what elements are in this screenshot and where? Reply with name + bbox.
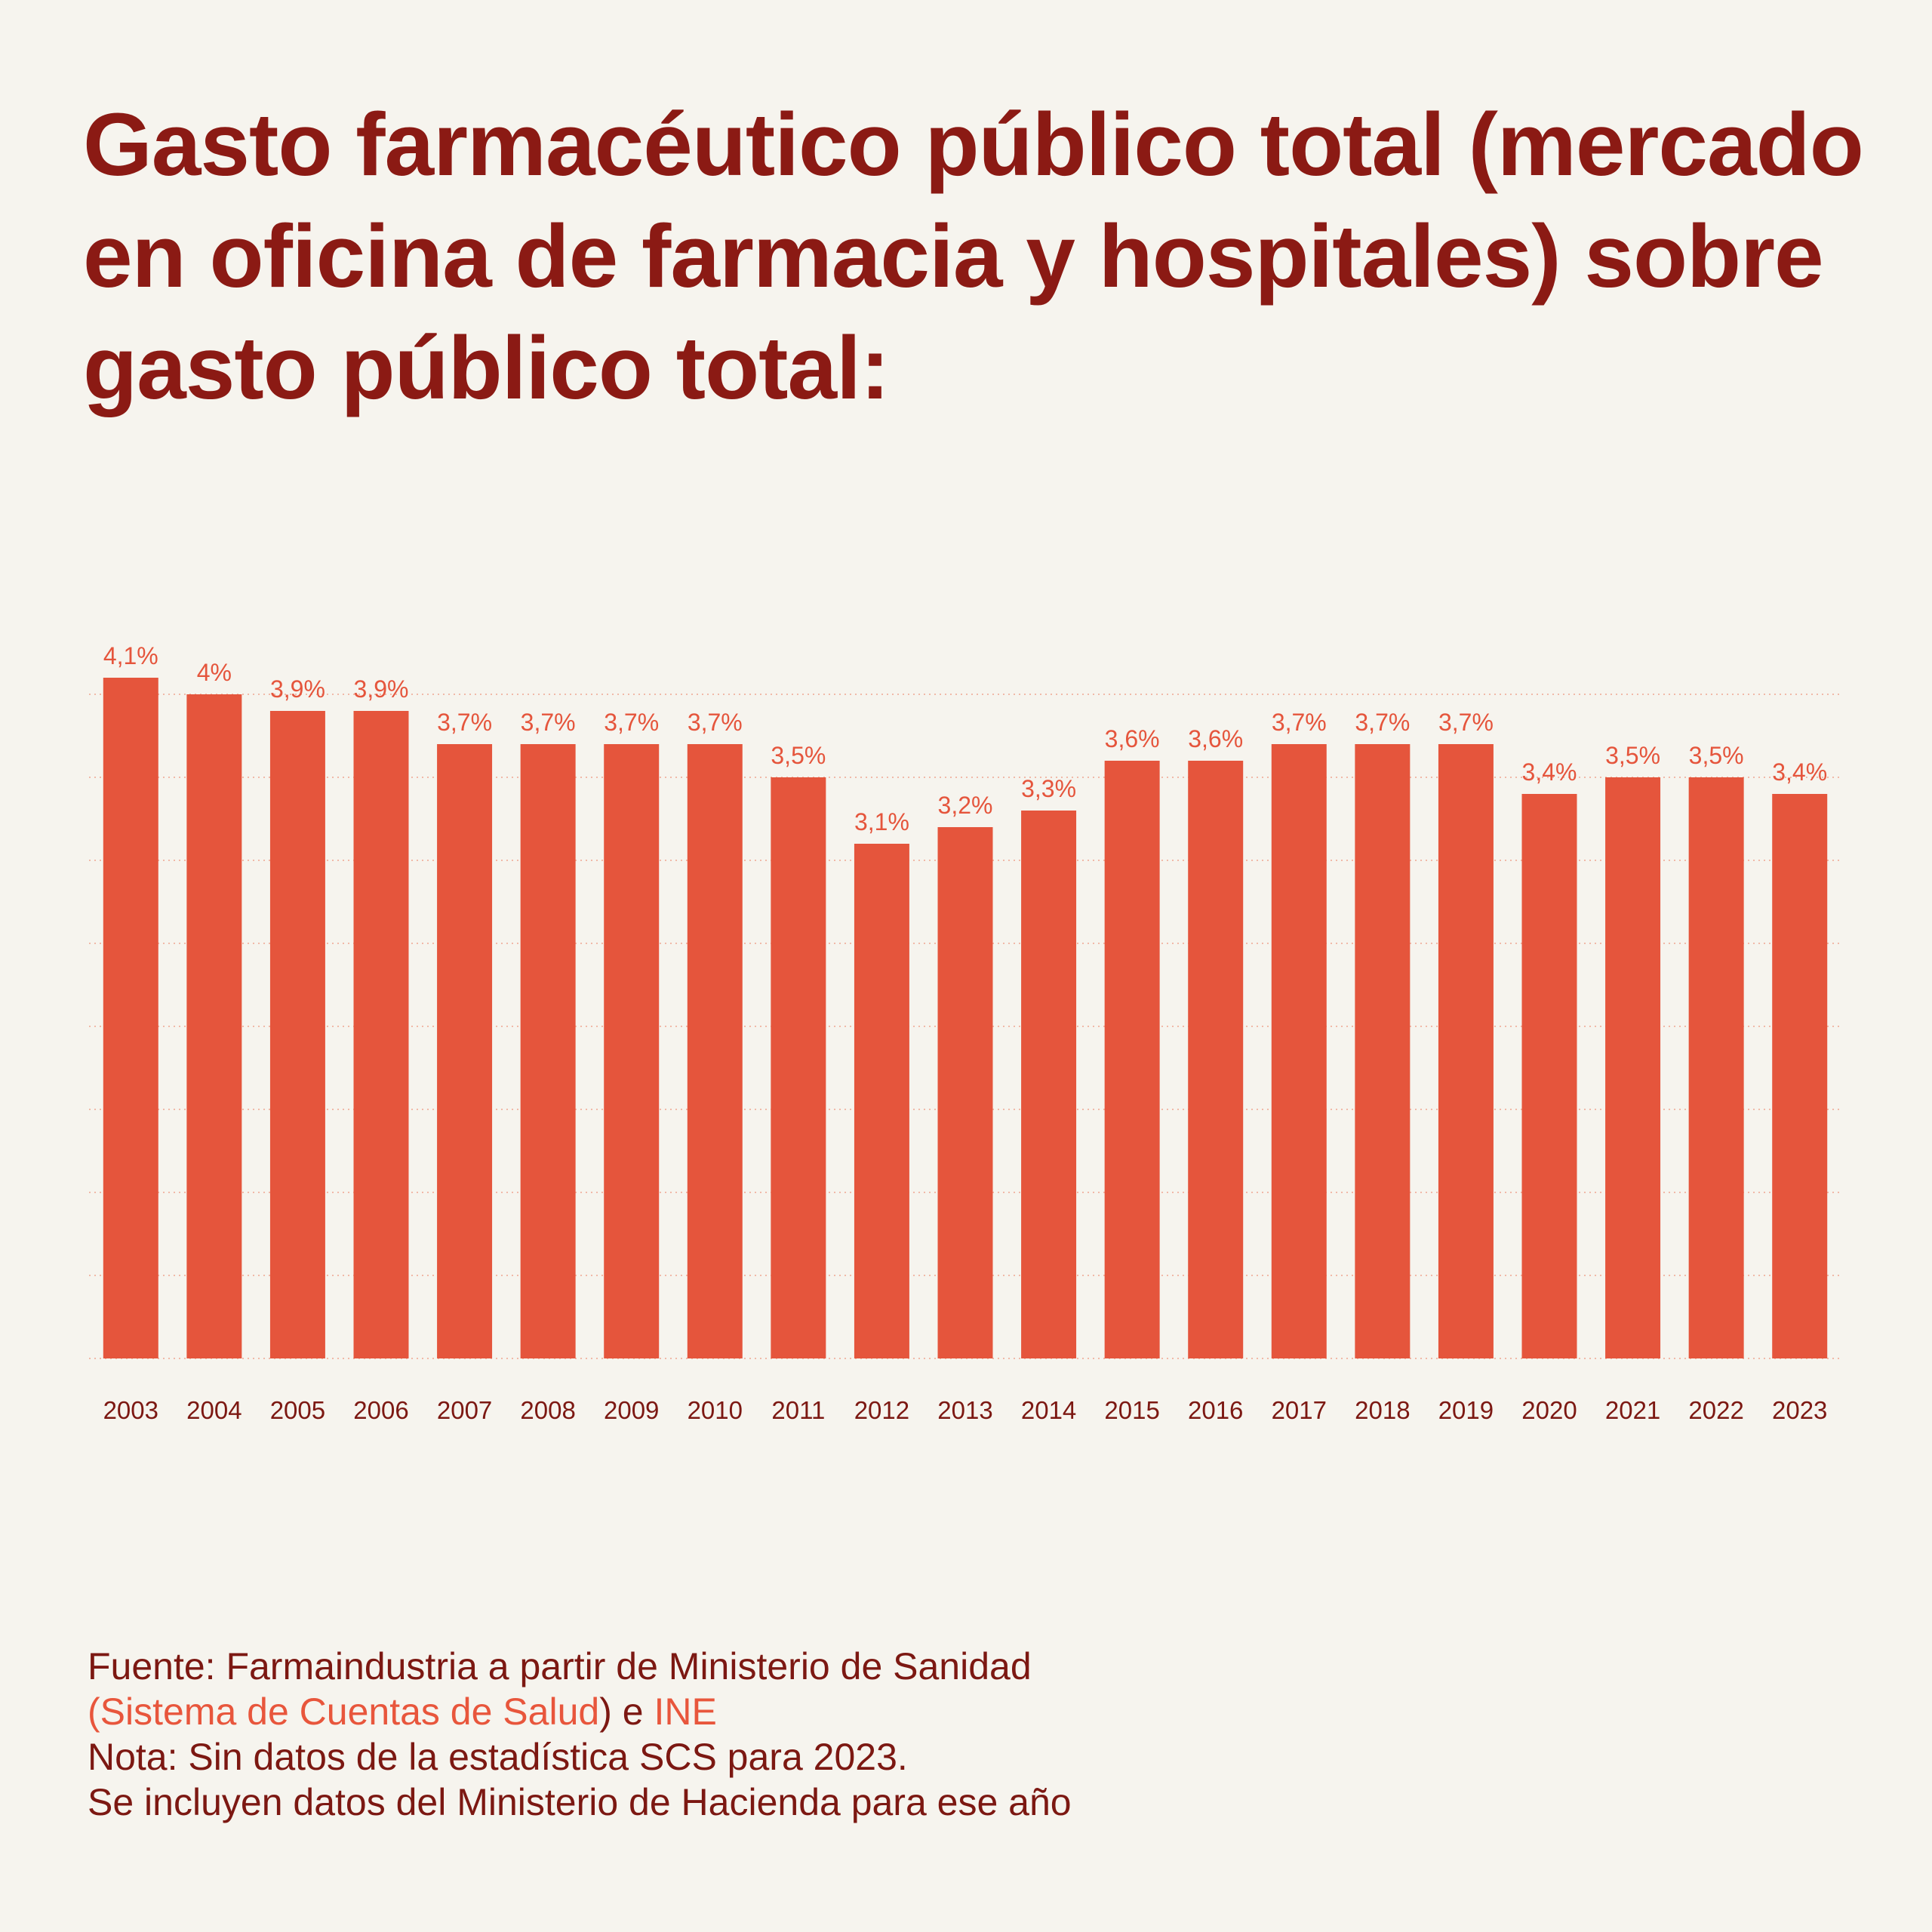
bar-2003 bbox=[103, 678, 158, 1358]
x-tick-2011: 2011 bbox=[771, 1396, 825, 1424]
x-tick-2015: 2015 bbox=[1104, 1396, 1159, 1424]
bar-2011 bbox=[771, 777, 826, 1358]
data-label-2018: 3,7% bbox=[1355, 709, 1410, 736]
x-tick-2016: 2016 bbox=[1188, 1396, 1243, 1424]
x-tick-2018: 2018 bbox=[1355, 1396, 1410, 1424]
x-tick-2021: 2021 bbox=[1605, 1396, 1660, 1424]
link-sistema-cuentas-salud[interactable]: Sistema de Cuentas de Salud bbox=[100, 1690, 600, 1733]
x-tick-2010: 2010 bbox=[688, 1396, 743, 1424]
x-tick-2007: 2007 bbox=[437, 1396, 492, 1424]
x-tick-2017: 2017 bbox=[1272, 1396, 1327, 1424]
note-line-2: Se incluyen datos del Ministerio de Haci… bbox=[88, 1781, 1072, 1823]
x-tick-labels: 2003 2004 2005 2006 2007 2008 2009 2010 2011 2012… bbox=[103, 1396, 1828, 1424]
bar-2005 bbox=[269, 711, 325, 1358]
bar-2010 bbox=[687, 744, 743, 1358]
data-label-2007: 3,7% bbox=[437, 709, 492, 736]
source-open-paren: ( bbox=[88, 1690, 100, 1733]
x-tick-2005: 2005 bbox=[270, 1396, 325, 1424]
data-label-2010: 3,7% bbox=[688, 709, 743, 736]
link-ine[interactable]: INE bbox=[654, 1690, 717, 1733]
data-label-2006: 3,9% bbox=[354, 675, 409, 703]
bar-2015 bbox=[1104, 761, 1160, 1358]
data-label-2022: 3,5% bbox=[1689, 742, 1744, 769]
bars bbox=[103, 678, 1828, 1358]
bar-2016 bbox=[1188, 761, 1244, 1358]
bar-2018 bbox=[1355, 744, 1411, 1358]
data-label-2013: 3,2% bbox=[938, 792, 993, 819]
data-label-2003: 4,1% bbox=[103, 642, 158, 669]
data-label-2011: 3,5% bbox=[771, 742, 826, 769]
bar-2013 bbox=[937, 827, 993, 1358]
note-line-1: Nota: Sin datos de la estadística SCS pa… bbox=[88, 1736, 908, 1778]
x-tick-2022: 2022 bbox=[1688, 1396, 1743, 1424]
bar-2006 bbox=[353, 711, 409, 1358]
x-tick-2013: 2013 bbox=[937, 1396, 992, 1424]
bar-2007 bbox=[437, 744, 493, 1358]
data-label-2023: 3,4% bbox=[1772, 758, 1827, 786]
data-label-2012: 3,1% bbox=[854, 808, 909, 835]
source-mid: ) e bbox=[599, 1690, 654, 1733]
x-tick-2006: 2006 bbox=[353, 1396, 408, 1424]
x-tick-2008: 2008 bbox=[520, 1396, 575, 1424]
bar-2017 bbox=[1271, 744, 1327, 1358]
bar-2004 bbox=[186, 694, 242, 1358]
bar-2014 bbox=[1021, 811, 1077, 1358]
data-label-2009: 3,7% bbox=[604, 709, 659, 736]
data-label-2019: 3,7% bbox=[1438, 709, 1494, 736]
source-links-line: (Sistema de Cuentas de Salud) e INE bbox=[88, 1689, 1823, 1734]
x-tick-2009: 2009 bbox=[604, 1396, 659, 1424]
x-tick-2004: 2004 bbox=[186, 1396, 242, 1424]
data-label-2015: 3,6% bbox=[1105, 725, 1160, 752]
data-label-2005: 3,9% bbox=[270, 675, 325, 703]
bar-2012 bbox=[854, 844, 909, 1358]
data-label-2020: 3,4% bbox=[1522, 758, 1577, 786]
bar-2020 bbox=[1521, 794, 1577, 1358]
x-tick-2020: 2020 bbox=[1521, 1396, 1577, 1424]
bar-2019 bbox=[1438, 744, 1494, 1358]
data-label-2016: 3,6% bbox=[1188, 725, 1243, 752]
data-labels: 4,1% 4% 3,9% 3,9% 3,7% 3,7% 3,7% 3,7% 3,5% 3,1% 3,… bbox=[103, 642, 1827, 835]
data-label-2021: 3,5% bbox=[1605, 742, 1660, 769]
bar-2021 bbox=[1605, 777, 1661, 1358]
chart-title: Gasto farmacéutico público total (mercad… bbox=[83, 95, 1864, 418]
data-label-2017: 3,7% bbox=[1272, 709, 1327, 736]
bar-2009 bbox=[604, 744, 660, 1358]
bar-2022 bbox=[1688, 777, 1744, 1358]
x-tick-2023: 2023 bbox=[1772, 1396, 1827, 1424]
source-line: Fuente: Farmaindustria a partir de Minis… bbox=[88, 1644, 1823, 1689]
x-tick-2012: 2012 bbox=[854, 1396, 909, 1424]
x-tick-2003: 2003 bbox=[103, 1396, 158, 1424]
data-label-2004: 4% bbox=[197, 659, 232, 686]
bar-2023 bbox=[1772, 794, 1828, 1358]
x-tick-2019: 2019 bbox=[1438, 1396, 1494, 1424]
data-label-2014: 3,3% bbox=[1021, 775, 1076, 802]
data-label-2008: 3,7% bbox=[521, 709, 576, 736]
source-prefix: Fuente: Farmaindustria a partir de Minis… bbox=[88, 1645, 1032, 1687]
x-tick-2014: 2014 bbox=[1021, 1396, 1076, 1424]
bar-2008 bbox=[520, 744, 576, 1358]
footer-notes: Fuente: Farmaindustria a partir de Minis… bbox=[88, 1644, 1823, 1825]
